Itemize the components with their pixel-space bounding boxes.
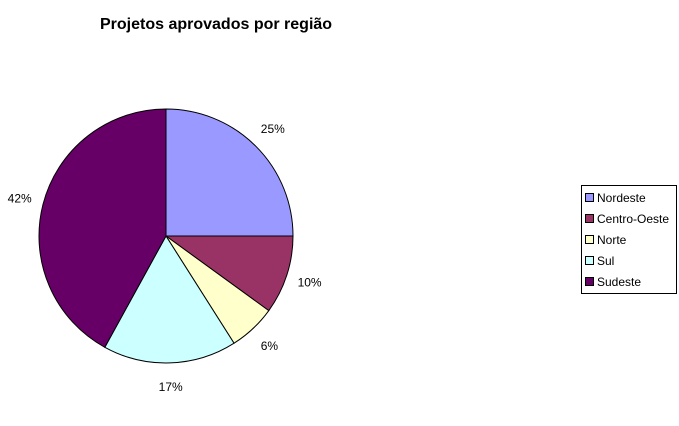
legend-swatch [585, 193, 594, 202]
data-label-sul: 17% [159, 380, 183, 394]
data-label-centro-oeste: 10% [298, 276, 322, 290]
legend-label: Nordeste [597, 190, 646, 205]
legend-swatch [585, 235, 594, 244]
data-label-nordeste: 25% [261, 122, 285, 136]
pie-slice-centro-oeste [164, 235, 294, 312]
legend-label: Sudeste [597, 274, 642, 289]
pie-slice-nordeste [165, 108, 294, 237]
legend-item-nordeste: Nordeste [585, 187, 674, 208]
chart-title: Projetos aprovados por região [100, 16, 333, 33]
legend-label: Centro-Oeste [597, 211, 670, 226]
legend-swatch [585, 214, 594, 223]
legend-swatch [585, 256, 594, 265]
legend-item-centro-oeste: Centro-Oeste [585, 208, 674, 229]
data-label-norte: 6% [261, 339, 279, 353]
data-label-sudeste: 42% [8, 191, 32, 205]
legend-item-norte: Norte [585, 229, 674, 250]
pie-slice-sudeste [38, 108, 167, 348]
legend-item-sudeste: Sudeste [585, 271, 674, 292]
legend-label: Sul [597, 253, 615, 268]
legend: Nordeste Centro-Oeste Norte Sul Sudeste [581, 185, 677, 294]
legend-item-sul: Sul [585, 250, 674, 271]
legend-swatch [585, 277, 594, 286]
legend-label: Norte [597, 232, 627, 247]
pie-slice-sul [104, 235, 235, 364]
